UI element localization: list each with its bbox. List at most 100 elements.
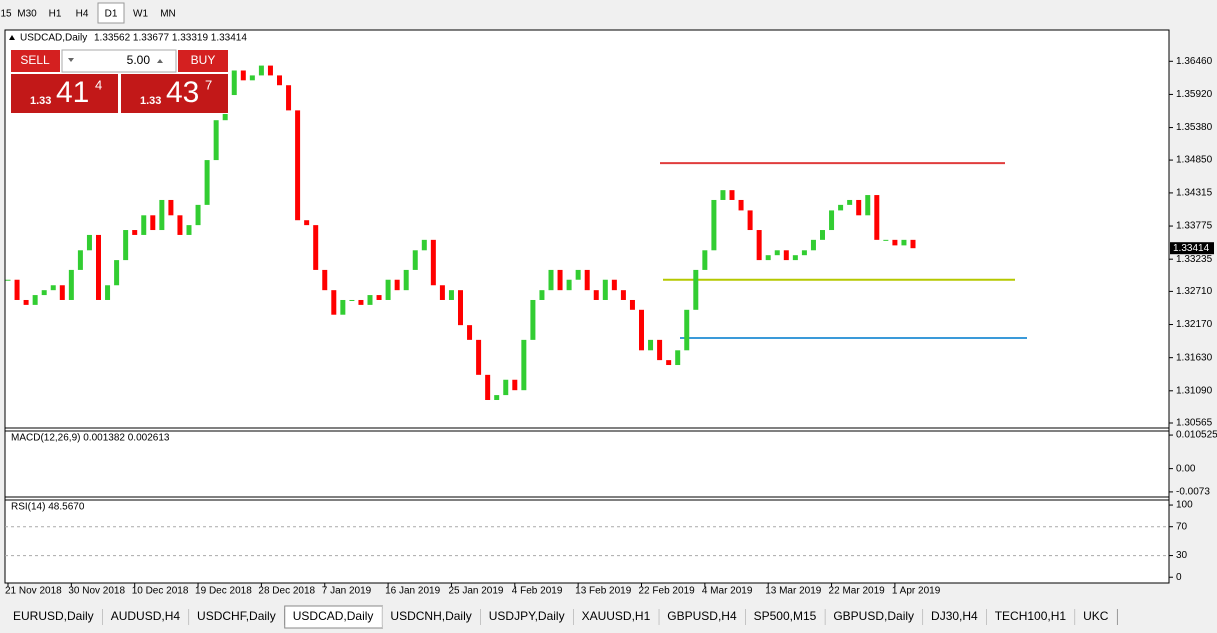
candle xyxy=(521,339,527,391)
candle xyxy=(367,295,373,305)
tab-label[interactable]: EURUSD,Daily xyxy=(13,609,94,623)
tab-label[interactable]: TECH100,H1 xyxy=(995,609,1067,623)
timeframe-label[interactable]: M30 xyxy=(17,9,37,20)
buy-button[interactable] xyxy=(178,50,228,72)
candle xyxy=(249,75,255,81)
ask-prefix[interactable]: 1.33 xyxy=(140,95,161,107)
y-tick-label: 100 xyxy=(1176,500,1193,511)
volume-input[interactable] xyxy=(61,49,177,73)
tab[interactable] xyxy=(1075,606,1118,628)
y-tick-label: 0 xyxy=(1176,572,1182,583)
volume-value[interactable]: 5.00 xyxy=(127,53,151,67)
bid-big[interactable]: 41 xyxy=(56,76,89,109)
volume-down[interactable] xyxy=(68,58,74,62)
tab[interactable] xyxy=(189,606,285,628)
candle xyxy=(394,279,400,291)
bid-small[interactable]: 4 xyxy=(95,77,102,92)
candle xyxy=(720,190,726,200)
candle xyxy=(32,295,38,305)
tab-label[interactable]: USDCHF,Daily xyxy=(197,609,276,623)
ask-small[interactable]: 7 xyxy=(205,77,212,92)
tab[interactable] xyxy=(382,606,481,628)
tab[interactable] xyxy=(986,606,1076,628)
x-tick-label: 4 Feb 2019 xyxy=(512,586,563,597)
volume-up[interactable] xyxy=(157,59,163,63)
tab-label[interactable]: USDJPY,Daily xyxy=(489,609,565,623)
collapse-icon[interactable] xyxy=(9,35,15,40)
tab[interactable] xyxy=(659,606,746,628)
bid-prefix[interactable]: 1.33 xyxy=(30,95,51,107)
tab[interactable] xyxy=(825,606,924,628)
candle xyxy=(23,299,29,305)
tab-label[interactable]: GBPUSD,Daily xyxy=(833,609,914,623)
sell-label[interactable]: SELL xyxy=(20,53,50,67)
candle xyxy=(584,269,590,291)
timeframe-button[interactable] xyxy=(43,3,67,23)
candle xyxy=(286,85,292,111)
candle xyxy=(277,75,282,86)
price-tag-label: 1.33414 xyxy=(1173,243,1210,254)
candle xyxy=(548,269,554,291)
candle xyxy=(96,234,101,300)
tab-label[interactable]: USDCAD,Daily xyxy=(293,609,374,623)
candle xyxy=(593,290,599,300)
x-tick-label: 1 Apr 2019 xyxy=(892,586,941,597)
tab[interactable] xyxy=(102,606,190,628)
x-tick-label: 13 Mar 2019 xyxy=(765,586,822,597)
y-tick-label: 0.00 xyxy=(1176,463,1196,474)
candle xyxy=(14,279,20,300)
timeframe-button[interactable] xyxy=(97,2,125,24)
candle xyxy=(702,250,708,270)
tab[interactable] xyxy=(745,606,826,628)
tab-label[interactable]: UKC xyxy=(1083,609,1109,623)
timeframe-label[interactable]: D1 xyxy=(105,9,118,20)
x-tick-label: 30 Nov 2018 xyxy=(68,586,125,597)
timeframe-label[interactable]: W1 xyxy=(133,9,148,20)
candle xyxy=(467,325,473,340)
ask-panel[interactable] xyxy=(121,74,228,113)
candle xyxy=(105,285,111,300)
tab[interactable] xyxy=(480,606,574,628)
tab-label[interactable]: USDCNH,Daily xyxy=(390,609,471,623)
timeframe-button[interactable] xyxy=(13,3,41,23)
tab-label[interactable]: SP500,M15 xyxy=(754,609,817,623)
tab[interactable] xyxy=(923,606,987,628)
x-tick-label: 16 Jan 2019 xyxy=(385,586,440,597)
timeframe-button[interactable] xyxy=(128,3,153,23)
candle xyxy=(747,210,753,231)
tab[interactable] xyxy=(5,606,103,628)
x-tick-label: 21 Nov 2018 xyxy=(5,586,62,597)
y-tick-label: 1.32710 xyxy=(1176,286,1213,297)
candle xyxy=(810,239,816,251)
buy-label[interactable]: BUY xyxy=(191,53,216,67)
x-tick-label: 25 Jan 2019 xyxy=(448,586,503,597)
timeframe-button[interactable] xyxy=(155,3,181,23)
y-tick-label: 1.34315 xyxy=(1176,188,1213,199)
timeframe-button[interactable] xyxy=(68,3,96,23)
candle xyxy=(430,239,436,286)
candle xyxy=(530,299,536,340)
tab-label[interactable]: AUDUSD,H4 xyxy=(111,609,181,623)
timeframe-label[interactable]: MN xyxy=(160,9,176,20)
timeframe-label[interactable]: H4 xyxy=(76,9,89,20)
tab-label[interactable]: GBPUSD,H4 xyxy=(667,609,737,623)
indicator-title: MACD(12,26,9) 0.001382 0.002613 xyxy=(11,433,170,444)
candle xyxy=(675,350,681,366)
timeframe-label[interactable]: 15 xyxy=(0,9,12,20)
candle xyxy=(874,195,880,240)
candle xyxy=(856,199,862,216)
tab-label[interactable]: DJ30,H4 xyxy=(931,609,978,623)
timeframe-label[interactable]: H1 xyxy=(49,9,62,20)
bid-panel[interactable] xyxy=(11,74,118,113)
candle xyxy=(59,285,65,300)
candle xyxy=(5,279,11,281)
sell-button[interactable] xyxy=(11,50,60,72)
tab-label[interactable]: XAUUSD,H1 xyxy=(582,609,651,623)
tab[interactable] xyxy=(573,606,660,628)
ask-big[interactable]: 43 xyxy=(166,76,199,109)
y-tick-label: 70 xyxy=(1176,521,1188,532)
candle xyxy=(458,290,463,326)
timeframe-button[interactable] xyxy=(0,3,12,23)
candle xyxy=(322,269,328,291)
